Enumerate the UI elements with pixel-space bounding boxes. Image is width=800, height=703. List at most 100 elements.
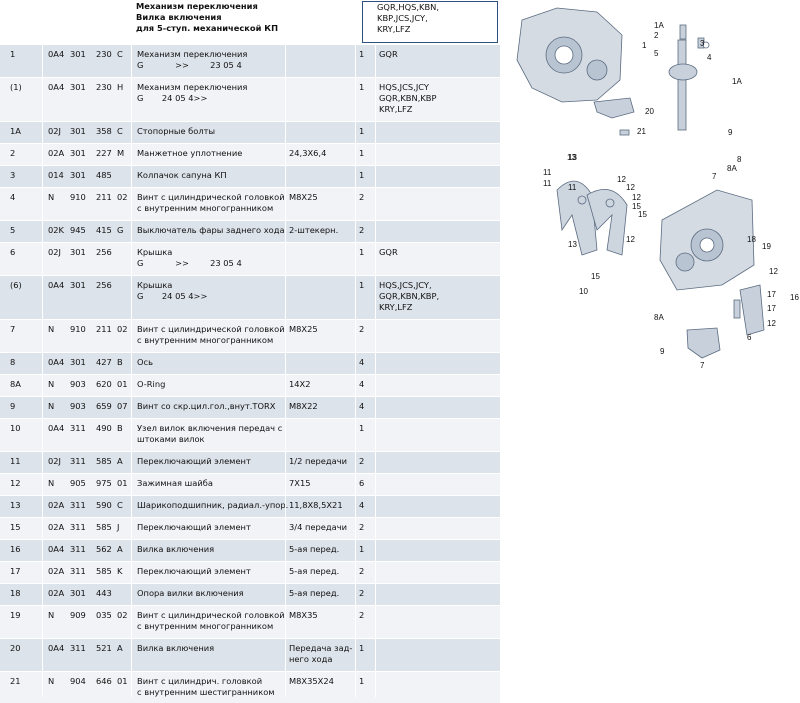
pos-cell: 10 — [10, 423, 21, 433]
callout-label: 5 — [654, 49, 659, 58]
qty-cell: 1 — [359, 148, 365, 158]
callout-label: 2 — [654, 31, 659, 40]
part-group-cell: 903 — [70, 401, 86, 411]
part-suffix-cell: C — [117, 126, 123, 136]
part-number-cell: 590 — [96, 500, 112, 510]
description-cell: Вилка включения — [137, 544, 215, 554]
callout-label: 13 — [567, 153, 576, 162]
callout-label: 1A — [732, 77, 742, 86]
description-cell: Механизм переключения G >> 23 05 4 — [137, 49, 248, 70]
callout-label: 10 — [579, 287, 588, 296]
part-suffix-cell: A — [117, 456, 123, 466]
qty-cell: 2 — [359, 456, 365, 466]
table-row: 18 02A 301 443 Опора вилки включения 5-ая пер… — [0, 583, 500, 605]
part-group-cell: 910 — [70, 192, 86, 202]
spec-cell: 1/2 передачи — [289, 456, 348, 466]
part-number-cell: 585 — [96, 522, 112, 532]
spec-cell: 7X15 — [289, 478, 311, 488]
table-row: 5 02K 945 415 G Выключатель фары заднего хода… — [0, 220, 500, 242]
header-models-box: GQR,HQS,KBN, KBP,JCS,JCY, KRY,LFZ — [362, 1, 498, 43]
description-cell: Вилка включения — [137, 643, 215, 653]
part-number-cell: 443 — [96, 588, 112, 598]
qty-cell: 4 — [359, 500, 365, 510]
table-row: 10 0A4 311 490 B Узел вилок включения передач… — [0, 418, 500, 451]
part-group-cell: 301 — [70, 49, 86, 59]
callout-label: 1A — [654, 21, 664, 30]
callout-label: 13 — [568, 153, 577, 162]
spec-cell: 5-ая перед. — [289, 588, 340, 598]
table-row: 3 014 301 485 Колпачок сапуна КП 1 — [0, 165, 500, 187]
callout-label: 9 — [660, 347, 665, 356]
spec-cell: M8X22 — [289, 401, 318, 411]
part-prefix-cell: 0A4 — [48, 423, 65, 433]
part-prefix-cell: N — [48, 324, 55, 334]
description-cell: Крышка G 24 05 4>> — [137, 280, 208, 301]
callout-label: 11 — [543, 168, 552, 177]
table-row: 19 N 909 035 02 Винт с цилиндрической головко… — [0, 605, 500, 638]
part-group-cell: 311 — [70, 643, 86, 653]
part-group-cell: 311 — [70, 423, 86, 433]
pos-cell: 13 — [10, 500, 21, 510]
pos-cell: (6) — [10, 280, 22, 290]
pos-cell: 19 — [10, 610, 21, 620]
part-number-cell: 490 — [96, 423, 112, 433]
part-number-cell: 230 — [96, 49, 112, 59]
table-row: 6 02J 301 256 Крышка G >> 23 05 4 1 GQR — [0, 242, 500, 275]
callout-label: 8A — [727, 164, 737, 173]
table-row: 4 N 910 211 02 Винт с цилиндрической головкой… — [0, 187, 500, 220]
part-prefix-cell: 0A4 — [48, 357, 65, 367]
part-number-cell: 620 — [96, 379, 112, 389]
part-prefix-cell: N — [48, 192, 55, 202]
part-suffix-cell: 01 — [117, 379, 128, 389]
table-row: (1) 0A4 301 230 H Механизм переключения G 24 … — [0, 77, 500, 121]
part-number-cell: 256 — [96, 280, 112, 290]
qty-cell: 2 — [359, 324, 365, 334]
column-divider — [42, 44, 43, 697]
pos-cell: 1 — [10, 49, 16, 59]
spec-cell: 2-штекерн. — [289, 225, 339, 235]
qty-cell: 4 — [359, 401, 365, 411]
part-group-cell: 910 — [70, 324, 86, 334]
callout-label: 3 — [700, 39, 705, 48]
description-cell: O-Ring — [137, 379, 166, 389]
description-cell: Ось — [137, 357, 153, 367]
fork-assembly — [556, 180, 628, 256]
callout-label: 6 — [747, 333, 752, 342]
table-row: 21 N 904 646 01 Винт с цилиндрич. головкой с … — [0, 671, 500, 703]
part-group-cell: 909 — [70, 610, 86, 620]
reverse-fork — [593, 97, 635, 136]
callout-label: 12 — [632, 193, 641, 202]
models-note-cell: HQS,JCS,JCY GQR,KBN,KBP KRY,LFZ — [379, 82, 437, 114]
description-cell: Механизм переключения G 24 05 4>> — [137, 82, 248, 103]
pos-cell: 12 — [10, 478, 21, 488]
qty-cell: 2 — [359, 192, 365, 202]
column-divider — [285, 44, 286, 697]
part-prefix-cell: 02A — [48, 148, 65, 158]
callout-label: 12 — [767, 319, 776, 328]
spec-cell: 11,8X8,5X21 — [289, 500, 343, 510]
part-prefix-cell: 02J — [48, 126, 62, 136]
part-number-cell: 211 — [96, 192, 112, 202]
qty-cell: 6 — [359, 478, 365, 488]
description-cell: Колпачок сапуна КП — [137, 170, 227, 180]
callout-label: 17 — [767, 290, 776, 299]
callout-label: 15 — [591, 272, 600, 281]
qty-cell: 4 — [359, 379, 365, 389]
callout-label: 1 — [642, 41, 647, 50]
part-number-cell: 035 — [96, 610, 112, 620]
column-divider — [355, 44, 356, 697]
part-number-cell: 211 — [96, 324, 112, 334]
part-suffix-cell: J — [117, 522, 120, 532]
part-group-cell: 301 — [70, 170, 86, 180]
part-prefix-cell: 0A4 — [48, 643, 65, 653]
table-row: 16 0A4 311 562 A Вилка включения 5-ая перед. 1 — [0, 539, 500, 561]
pos-cell: 17 — [10, 566, 21, 576]
part-prefix-cell: 02A — [48, 522, 65, 532]
part-group-cell: 301 — [70, 247, 86, 257]
part-number-cell: 230 — [96, 82, 112, 92]
callout-label: 12 — [769, 267, 778, 276]
spec-cell: Передача зад- него хода — [289, 643, 353, 664]
part-prefix-cell: 0A4 — [48, 544, 65, 554]
pos-cell: 3 — [10, 170, 16, 180]
description-cell: Манжетное уплотнение — [137, 148, 243, 158]
